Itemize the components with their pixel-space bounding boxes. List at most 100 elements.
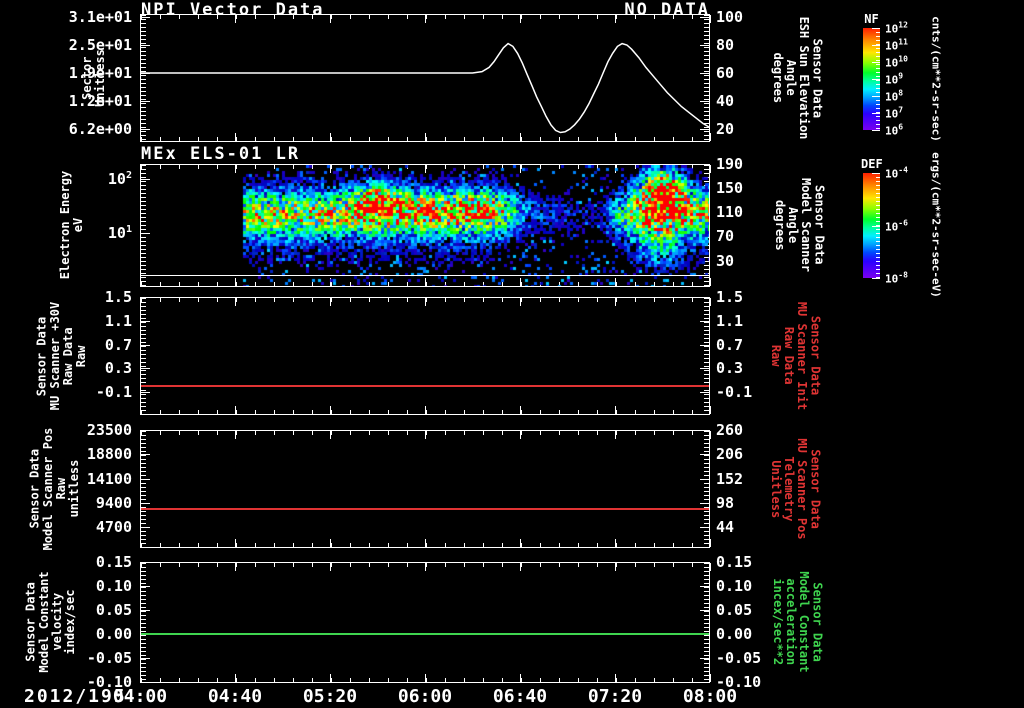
y-tick-label-left: 0.00 (95, 625, 132, 643)
colorbar-major-tick (872, 28, 880, 29)
axis-major-tick (520, 539, 521, 547)
axis-major-tick (140, 406, 141, 414)
axis-major-tick (615, 539, 616, 547)
axis-minor-ticks (141, 298, 146, 414)
axis-major-tick (700, 297, 709, 298)
y-tick-label-left: 2.5e+01 (68, 36, 132, 54)
axis-major-tick (235, 431, 236, 439)
axis-major-tick (425, 674, 426, 682)
colorbar-name: DEF (861, 157, 883, 171)
axis-major-tick (615, 563, 616, 571)
y-axis-label-left-els-spectrogram: Electron Energy eV (57, 170, 85, 280)
axis-major-tick (520, 563, 521, 571)
axis-major-tick (710, 431, 711, 439)
axis-major-tick (520, 133, 521, 141)
y-tick-label-right: 98 (716, 493, 735, 512)
axis-major-tick (710, 563, 711, 571)
colorbar-tick-label: 1011 (885, 37, 908, 53)
y-tick-label-right: -0.1 (716, 383, 753, 401)
x-tick-label: 06:40 (492, 686, 548, 707)
axis-major-tick (700, 392, 709, 393)
axis-major-tick (141, 320, 150, 322)
colorbar-major-tick (872, 79, 880, 80)
axis-minor-ticks (704, 15, 709, 141)
axis-major-tick (710, 406, 711, 414)
panel-frame-mu-scanner-30v (140, 297, 710, 415)
colorbar-name: NF (864, 12, 879, 26)
colorbar-units: ergs/(cm**2-sr-sec-eV) (929, 152, 943, 298)
y-tick-label-right: 40 (716, 92, 735, 110)
y-tick-label-right: 80 (716, 36, 735, 54)
axis-major-tick (330, 298, 331, 306)
y-tick-label-right: 0.15 (716, 553, 753, 571)
axis-major-tick (425, 133, 426, 141)
axis-major-tick (700, 527, 709, 528)
y-tick-label-left: -0.05 (86, 649, 132, 667)
y-tick-label-right: -0.10 (716, 673, 762, 691)
panel-frame-npi-vector (140, 14, 710, 142)
y-axis-label-left-mu-scanner-30v: Sensor Data MU Scanner +30V Raw Data Raw (34, 301, 89, 411)
y-tick-label-right: 0.7 (716, 335, 744, 354)
axis-major-tick (615, 15, 616, 23)
panel2-title: MEx ELS-01 LR (141, 144, 301, 164)
axis-major-tick (520, 406, 521, 414)
axis-major-tick (141, 129, 150, 130)
y-tick-label-left: 1.2e+01 (68, 92, 132, 110)
sun-elevation-curve (140, 42, 710, 134)
axis-major-tick (700, 502, 709, 504)
axis-major-tick (425, 431, 426, 439)
axis-major-tick (425, 15, 426, 23)
y-tick-label-right: 190 (716, 154, 744, 173)
panel-frame-model-constant (140, 562, 710, 683)
axis-minor-ticks (141, 431, 146, 547)
colorbar-tick-label: 1010 (885, 54, 908, 70)
axis-major-tick (700, 17, 709, 18)
axis-major-tick (141, 17, 150, 18)
y-tick-label-right: 0.05 (716, 601, 753, 619)
axis-major-tick (520, 15, 521, 23)
colorbar-tick-label: 1012 (885, 20, 908, 36)
axis-minor-ticks (704, 563, 709, 682)
x-tick-label: 07:20 (587, 686, 643, 707)
axis-major-tick (700, 478, 709, 480)
axis-major-tick (141, 297, 150, 298)
y-tick-label-left: -0.10 (86, 673, 132, 691)
axis-minor-ticks (704, 431, 709, 547)
y-tick-label-left: 1.5 (104, 288, 132, 306)
axis-major-tick (700, 344, 709, 346)
axis-major-tick (141, 586, 150, 587)
constant-line-mu-scanner-30v (141, 385, 709, 388)
axis-major-tick (330, 431, 331, 439)
colorbar-units: cnts/(cm**2-sr-sec) (929, 16, 943, 142)
x-tick-label: 04:00 (112, 686, 168, 707)
y-tick-label-left: 6.2e+00 (68, 120, 132, 138)
axis-major-tick (140, 133, 141, 141)
axis-major-tick (141, 368, 150, 370)
axis-major-tick (140, 278, 141, 286)
colorbar-tick-label: 10-8 (885, 270, 908, 286)
y-tick-label-left: 0.7 (104, 335, 132, 354)
date-label: 2012/195 (24, 686, 127, 707)
y-tick-label-left: 18800 (86, 445, 132, 464)
colorbar-major-tick (872, 113, 880, 114)
y-axis-label-right-model-scanner-pos: Sensor Data MU Scanner Pos Telemetry Uni… (768, 438, 823, 540)
axis-major-tick (235, 563, 236, 571)
axis-major-tick (700, 562, 709, 563)
y-tick-label-left: 0.05 (95, 601, 132, 619)
colorbar-tick-label: 10-6 (885, 218, 908, 233)
y-axis-label-right-model-constant: Sensor Data Model Constant acceleration … (770, 571, 825, 673)
y-tick-label-left: 102 (107, 170, 132, 188)
axis-major-tick (141, 344, 150, 346)
y-axis-label-left-model-scanner-pos: Sensor Data Model Scanner Pos Raw unitle… (27, 427, 82, 551)
constant-line-model-scanner-pos (141, 507, 709, 510)
colorbar-tick-label: 106 (885, 122, 904, 138)
axis-major-tick (700, 45, 709, 46)
axis-major-tick (141, 101, 150, 102)
colorbar-major-tick (872, 173, 880, 174)
colorbar-tick-label: 108 (885, 88, 904, 104)
colorbar-major-tick (872, 62, 880, 63)
axis-major-tick (330, 133, 331, 141)
axis-major-tick (700, 682, 709, 683)
axis-major-tick (141, 478, 150, 480)
colorbar-NF (863, 28, 880, 130)
